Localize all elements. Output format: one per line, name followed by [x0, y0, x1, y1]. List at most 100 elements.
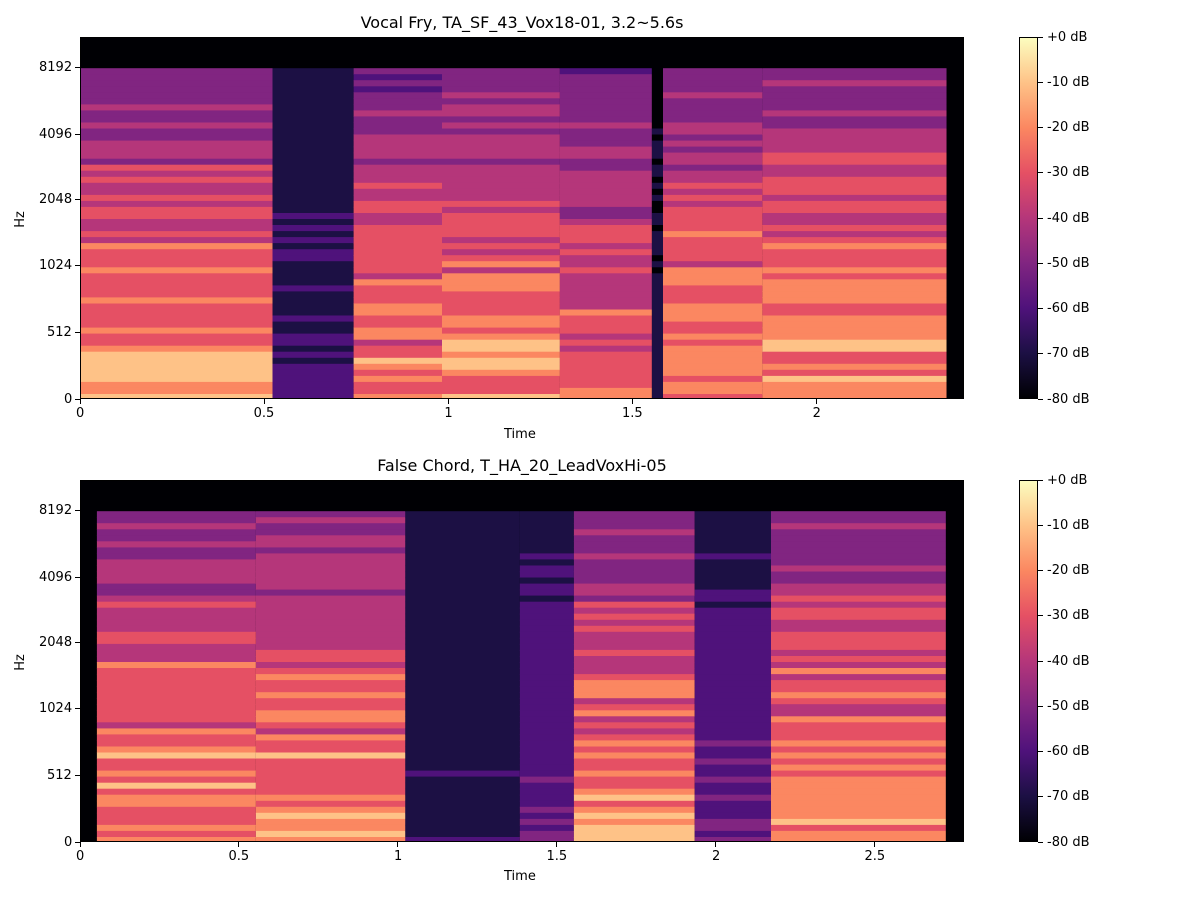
- spectrogram-cell: [945, 794, 963, 802]
- spectrogram-cell: [96, 499, 256, 506]
- spectrogram-cell: [353, 297, 442, 304]
- spectrogram-cell: [573, 722, 695, 729]
- spectrogram-cell: [694, 674, 771, 681]
- spectrogram-cell: [762, 249, 947, 256]
- spectrogram-cell: [81, 794, 97, 802]
- spectrogram-cell: [255, 631, 406, 639]
- spectrogram-cell: [405, 601, 520, 609]
- spectrogram-cell: [946, 68, 963, 75]
- spectrogram-cell: [945, 541, 963, 548]
- spectrogram-cell: [96, 523, 256, 530]
- spectrogram-cell: [559, 231, 652, 238]
- spectrogram-cell: [81, 128, 273, 136]
- spectrogram-cell: [442, 363, 560, 371]
- spectrogram-cell: [405, 662, 520, 669]
- spectrogram-cell: [272, 303, 354, 311]
- spectrogram-cell: [651, 339, 663, 347]
- spectrogram-cell: [663, 267, 763, 274]
- spectrogram-cell: [272, 188, 354, 196]
- spectrogram-cell: [771, 583, 946, 591]
- spectrogram-cell: [573, 782, 695, 790]
- spectrogram-cell: [663, 74, 763, 81]
- spectrogram-cell: [519, 487, 574, 494]
- y-axis-label-2: Hz: [12, 654, 28, 671]
- spectrogram-cell: [573, 511, 695, 518]
- spectrogram-cell: [519, 812, 574, 820]
- spectrogram-cell: [405, 668, 520, 675]
- spectrogram-cell: [771, 668, 946, 675]
- spectrogram-cell: [946, 339, 963, 347]
- spectrogram-cell: [255, 686, 406, 693]
- spectrogram-cell: [255, 487, 406, 494]
- spectrogram-cell: [81, 44, 273, 51]
- spectrogram-cell: [96, 716, 256, 723]
- y-tick-label: 512: [47, 324, 72, 340]
- x-tick-mark: [874, 842, 876, 847]
- spectrogram-cell: [651, 369, 663, 377]
- y-tick-mark: [75, 398, 80, 400]
- spectrogram-cell: [771, 752, 946, 760]
- spectrogram-cell: [663, 200, 763, 208]
- y-tick-label: 4096: [39, 126, 73, 142]
- spectrogram-cell: [651, 98, 663, 105]
- spectrogram-cell: [573, 830, 695, 838]
- spectrogram-cell: [81, 110, 273, 117]
- spectrogram-cell: [663, 369, 763, 377]
- colorbar-tick-mark: [1038, 127, 1043, 128]
- spectrogram-cell: [272, 381, 354, 389]
- spectrogram-cell: [81, 637, 97, 645]
- spectrogram-cell: [255, 818, 406, 826]
- spectrogram-cell: [771, 493, 946, 500]
- spectrogram-cell: [81, 631, 97, 639]
- spectrogram-cell: [762, 219, 947, 226]
- spectrogram-cell: [353, 273, 442, 280]
- spectrogram-cell: [559, 146, 652, 154]
- colorbar-tick-label: -80 dB: [1047, 391, 1090, 407]
- spectrogram-cell: [81, 80, 273, 87]
- spectrogram-cell: [255, 704, 406, 711]
- spectrogram-cell: [81, 837, 97, 841]
- spectrogram-cell: [694, 837, 771, 841]
- spectrogram-cell: [663, 279, 763, 286]
- spectrogram-cell: [573, 619, 695, 627]
- spectrogram-cell: [771, 535, 946, 542]
- spectrogram-cell: [559, 152, 652, 160]
- spectrogram-2-svg: [81, 481, 963, 841]
- spectrogram-cell: [651, 255, 663, 262]
- spectrogram-cell: [272, 219, 354, 226]
- spectrogram-cell: [762, 56, 947, 63]
- colorbar-2: [1019, 480, 1038, 842]
- spectrogram-cell: [945, 662, 963, 669]
- spectrogram-cell: [694, 529, 771, 536]
- spectrogram-cell: [573, 758, 695, 766]
- spectrogram-cell: [519, 656, 574, 663]
- spectrogram-cell: [945, 770, 963, 778]
- spectrogram-cell: [663, 309, 763, 317]
- spectrogram-cell: [519, 704, 574, 711]
- spectrogram-cell: [272, 98, 354, 105]
- spectrogram-cell: [946, 303, 963, 311]
- spectrogram-cell: [81, 746, 97, 754]
- spectrogram-cell: [573, 637, 695, 645]
- spectrogram-cell: [272, 369, 354, 377]
- spectrogram-cell: [573, 746, 695, 754]
- spectrogram-cell: [272, 200, 354, 208]
- spectrogram-cell: [81, 381, 273, 389]
- spectrogram-cell: [255, 505, 406, 512]
- spectrogram-cell: [353, 56, 442, 63]
- spectrogram-cell: [353, 128, 442, 136]
- spectrogram-cell: [519, 583, 574, 591]
- spectrogram-cell: [272, 231, 354, 238]
- spectrogram-cell: [573, 535, 695, 542]
- spectrogram-cell: [81, 535, 97, 542]
- spectrogram-cell: [694, 800, 771, 808]
- spectrogram-cell: [762, 291, 947, 298]
- spectrogram-cell: [762, 146, 947, 154]
- spectrogram-cell: [255, 716, 406, 723]
- spectrogram-cell: [353, 237, 442, 244]
- spectrogram-cell: [96, 788, 256, 796]
- spectrogram-cell: [945, 716, 963, 723]
- spectrogram-cell: [762, 200, 947, 208]
- spectrogram-cell: [762, 140, 947, 148]
